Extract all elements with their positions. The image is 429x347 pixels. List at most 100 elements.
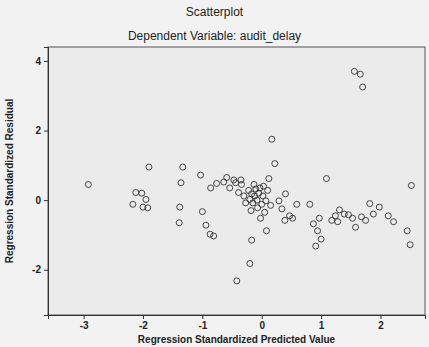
point bbox=[358, 214, 364, 220]
point bbox=[177, 204, 183, 210]
point bbox=[370, 211, 376, 217]
point bbox=[351, 68, 357, 74]
point bbox=[282, 217, 288, 223]
x-tick: -3 bbox=[80, 315, 89, 331]
point bbox=[139, 190, 145, 196]
point bbox=[199, 209, 205, 215]
x-tick-label: -1 bbox=[198, 320, 207, 331]
background bbox=[0, 0, 429, 347]
point bbox=[247, 260, 253, 266]
y-tick-label: 0 bbox=[35, 195, 41, 206]
y-axis-title: Regression Standardized Residual bbox=[4, 99, 15, 264]
x-tick-mark bbox=[262, 315, 263, 319]
point bbox=[239, 181, 245, 187]
point bbox=[404, 228, 410, 234]
point bbox=[248, 208, 254, 214]
point bbox=[276, 198, 282, 204]
point bbox=[345, 212, 351, 218]
point bbox=[341, 211, 347, 217]
point bbox=[318, 236, 324, 242]
point bbox=[290, 215, 296, 221]
point bbox=[269, 136, 275, 142]
x-tick-label: -2 bbox=[139, 320, 148, 331]
x-tick-label: 0 bbox=[259, 320, 265, 331]
point bbox=[335, 219, 341, 225]
point bbox=[207, 231, 213, 237]
point bbox=[253, 186, 259, 192]
point bbox=[259, 201, 265, 207]
point bbox=[227, 185, 233, 191]
chart: Scatterplot Dependent Variable: audit_del… bbox=[0, 0, 429, 347]
point bbox=[408, 183, 414, 189]
point bbox=[262, 209, 268, 215]
x-tick-mark bbox=[380, 315, 381, 319]
point bbox=[208, 185, 214, 191]
point bbox=[313, 243, 319, 249]
point bbox=[316, 215, 322, 221]
y-axis: -2 0 2 4 bbox=[32, 48, 48, 316]
point bbox=[310, 221, 316, 227]
point bbox=[145, 205, 151, 211]
x-axis-line bbox=[49, 316, 426, 320]
point bbox=[255, 205, 261, 211]
point bbox=[367, 201, 373, 207]
y-axis-line bbox=[44, 48, 49, 316]
y-tick-mark bbox=[44, 61, 48, 62]
y-tick-label: 2 bbox=[35, 125, 41, 136]
point bbox=[360, 84, 366, 90]
point bbox=[350, 215, 356, 221]
point bbox=[357, 71, 363, 77]
y-tick-mark bbox=[44, 131, 48, 132]
point bbox=[178, 180, 184, 186]
point bbox=[180, 164, 186, 170]
point bbox=[211, 233, 217, 239]
point bbox=[146, 164, 152, 170]
y-tick: -2 bbox=[32, 264, 48, 275]
point bbox=[203, 222, 209, 228]
y-tick-mark bbox=[44, 270, 48, 271]
point bbox=[363, 217, 369, 223]
point bbox=[234, 278, 240, 284]
y-tick-label: 4 bbox=[35, 56, 41, 67]
x-tick: 1 bbox=[319, 315, 325, 331]
point bbox=[198, 172, 204, 178]
x-tick: 2 bbox=[378, 315, 384, 331]
point bbox=[143, 196, 149, 202]
point bbox=[282, 191, 288, 197]
point bbox=[250, 200, 256, 206]
title: Scatterplot bbox=[186, 5, 244, 19]
point bbox=[214, 180, 220, 186]
points bbox=[85, 68, 414, 284]
point bbox=[385, 213, 391, 219]
point bbox=[258, 215, 264, 221]
point bbox=[272, 161, 278, 167]
y-tick: 4 bbox=[35, 56, 48, 67]
x-tick-mark bbox=[321, 315, 322, 319]
point bbox=[294, 201, 300, 207]
point bbox=[130, 201, 136, 207]
x-tick: -2 bbox=[139, 315, 148, 331]
point bbox=[236, 189, 242, 195]
point bbox=[323, 176, 329, 182]
y-tick: 0 bbox=[35, 195, 48, 206]
plot: -3 -2 -1 0 1 2 -2 0 2 4 bbox=[32, 47, 425, 331]
x-axis-title: Regression Standardized Predicted Value bbox=[138, 334, 336, 345]
x-tick-mark bbox=[202, 315, 203, 319]
x-tick: 0 bbox=[259, 315, 265, 331]
subtitle: Dependent Variable: audit_delay bbox=[128, 29, 301, 43]
point bbox=[268, 202, 274, 208]
point bbox=[376, 204, 382, 210]
y-tick: 2 bbox=[35, 125, 48, 136]
point bbox=[133, 189, 139, 195]
point bbox=[176, 220, 182, 226]
point bbox=[391, 219, 397, 225]
point bbox=[249, 237, 255, 243]
x-axis: -3 -2 -1 0 1 2 bbox=[49, 315, 426, 331]
y-tick-label: -2 bbox=[32, 264, 41, 275]
point bbox=[257, 185, 263, 191]
y-tick-mark bbox=[44, 200, 48, 201]
point bbox=[307, 201, 313, 207]
point bbox=[265, 187, 271, 193]
point bbox=[407, 242, 413, 248]
point bbox=[279, 206, 285, 212]
